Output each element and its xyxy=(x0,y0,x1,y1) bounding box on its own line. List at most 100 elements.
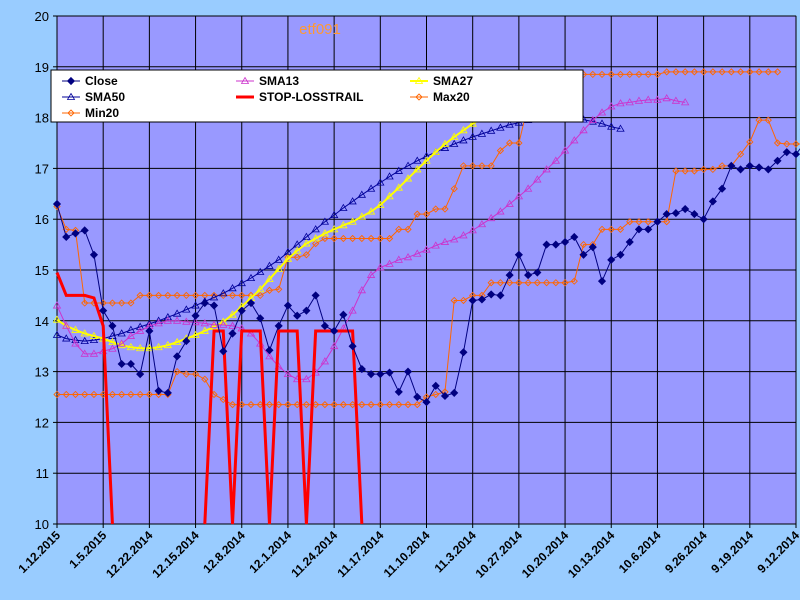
sma50-point xyxy=(265,261,274,269)
sma27-point xyxy=(219,317,228,325)
sma50-point xyxy=(477,129,487,137)
sma50-point xyxy=(422,151,431,160)
min20-point xyxy=(247,400,255,409)
close-point xyxy=(385,368,394,377)
sma27-point xyxy=(450,132,459,140)
min20-point xyxy=(145,390,154,399)
min20-point xyxy=(773,139,782,147)
min20-point xyxy=(376,400,384,409)
close-point xyxy=(256,314,265,323)
close-point xyxy=(80,226,89,235)
min20-point xyxy=(496,279,505,287)
max20-point xyxy=(616,70,625,79)
min20-point xyxy=(90,390,98,399)
sma13-point xyxy=(89,349,99,357)
max20-point xyxy=(727,68,735,76)
min20-point xyxy=(736,150,745,158)
y-tick-label: 14 xyxy=(35,314,49,329)
sma13-point xyxy=(440,237,450,245)
sma13-point xyxy=(486,213,496,222)
sma13-point xyxy=(394,255,403,263)
close-point xyxy=(533,268,542,277)
min20-point xyxy=(395,400,403,409)
sma13-point xyxy=(265,352,274,360)
sma13-line xyxy=(56,97,686,380)
min20-point xyxy=(533,279,541,287)
max20-point xyxy=(330,234,338,243)
sma27-point xyxy=(52,315,62,323)
sma27-point xyxy=(71,325,80,333)
sma27-point xyxy=(292,246,302,254)
sma27-point xyxy=(468,119,477,127)
sma27-point xyxy=(89,331,99,339)
min20-point xyxy=(404,400,412,409)
max20-point xyxy=(376,234,384,243)
close-point xyxy=(764,165,773,174)
sma50-point xyxy=(366,184,376,192)
sma13-point xyxy=(542,165,551,173)
y-tick-label: 10 xyxy=(35,517,49,532)
min20-point xyxy=(792,140,800,148)
max20-point xyxy=(127,299,135,307)
sma13-point xyxy=(477,219,487,228)
sma50-point xyxy=(357,190,367,198)
sma13-point xyxy=(108,344,117,352)
close-point xyxy=(163,388,172,398)
min20-point xyxy=(191,370,200,378)
sma13-point xyxy=(62,321,71,329)
sma50-point xyxy=(339,203,348,211)
max20-point xyxy=(256,291,264,300)
sma13-point xyxy=(644,95,653,103)
legend-item-stop-losstrail: STOP-LOSSTRAIL xyxy=(236,90,363,104)
max20-point xyxy=(293,253,301,261)
max20-point xyxy=(118,299,126,307)
sma13-point xyxy=(403,253,413,261)
min20-point xyxy=(579,240,588,249)
sma13-point xyxy=(671,96,681,104)
sma27-point xyxy=(274,264,283,272)
max20-point xyxy=(182,291,190,300)
legend-label: SMA27 xyxy=(433,74,473,88)
max20-point xyxy=(478,162,486,170)
sma13-point xyxy=(616,99,625,107)
sma13-point xyxy=(163,316,173,324)
max20-point xyxy=(709,68,717,76)
max20-point xyxy=(136,291,144,300)
max20-point xyxy=(681,68,689,76)
max20-point xyxy=(432,205,440,213)
close-point xyxy=(367,370,376,379)
close-point xyxy=(126,359,135,369)
max20-point xyxy=(265,286,274,294)
sma50-point xyxy=(246,273,256,282)
close-point xyxy=(237,306,246,315)
max20-point xyxy=(145,291,154,300)
sma50-point xyxy=(450,139,459,147)
max20-point xyxy=(395,225,403,233)
sma50-point xyxy=(403,161,413,169)
sma50-point xyxy=(80,336,89,345)
max20-point xyxy=(515,139,523,147)
min20-point xyxy=(616,225,625,233)
close-point xyxy=(117,359,126,369)
legend-label: Min20 xyxy=(85,106,119,120)
legend-item-sma50: SMA50 xyxy=(62,90,125,104)
sma13-point xyxy=(80,349,89,357)
max20-point xyxy=(506,139,514,147)
sma13-point xyxy=(662,94,671,102)
close-point xyxy=(403,367,413,376)
sma50-point xyxy=(274,255,283,263)
sma50-point xyxy=(320,217,330,225)
close-point xyxy=(89,250,99,259)
sma13-point xyxy=(597,108,607,116)
close-point xyxy=(339,310,348,319)
close-point xyxy=(671,209,680,218)
sma27-point xyxy=(200,326,209,334)
close-point xyxy=(173,352,182,361)
min20-point xyxy=(265,400,274,409)
min20-point xyxy=(699,165,708,174)
close-point xyxy=(727,161,736,170)
close-point xyxy=(782,148,791,157)
close-point xyxy=(145,326,154,336)
sma27-point xyxy=(459,126,468,134)
min20-point xyxy=(358,400,366,409)
